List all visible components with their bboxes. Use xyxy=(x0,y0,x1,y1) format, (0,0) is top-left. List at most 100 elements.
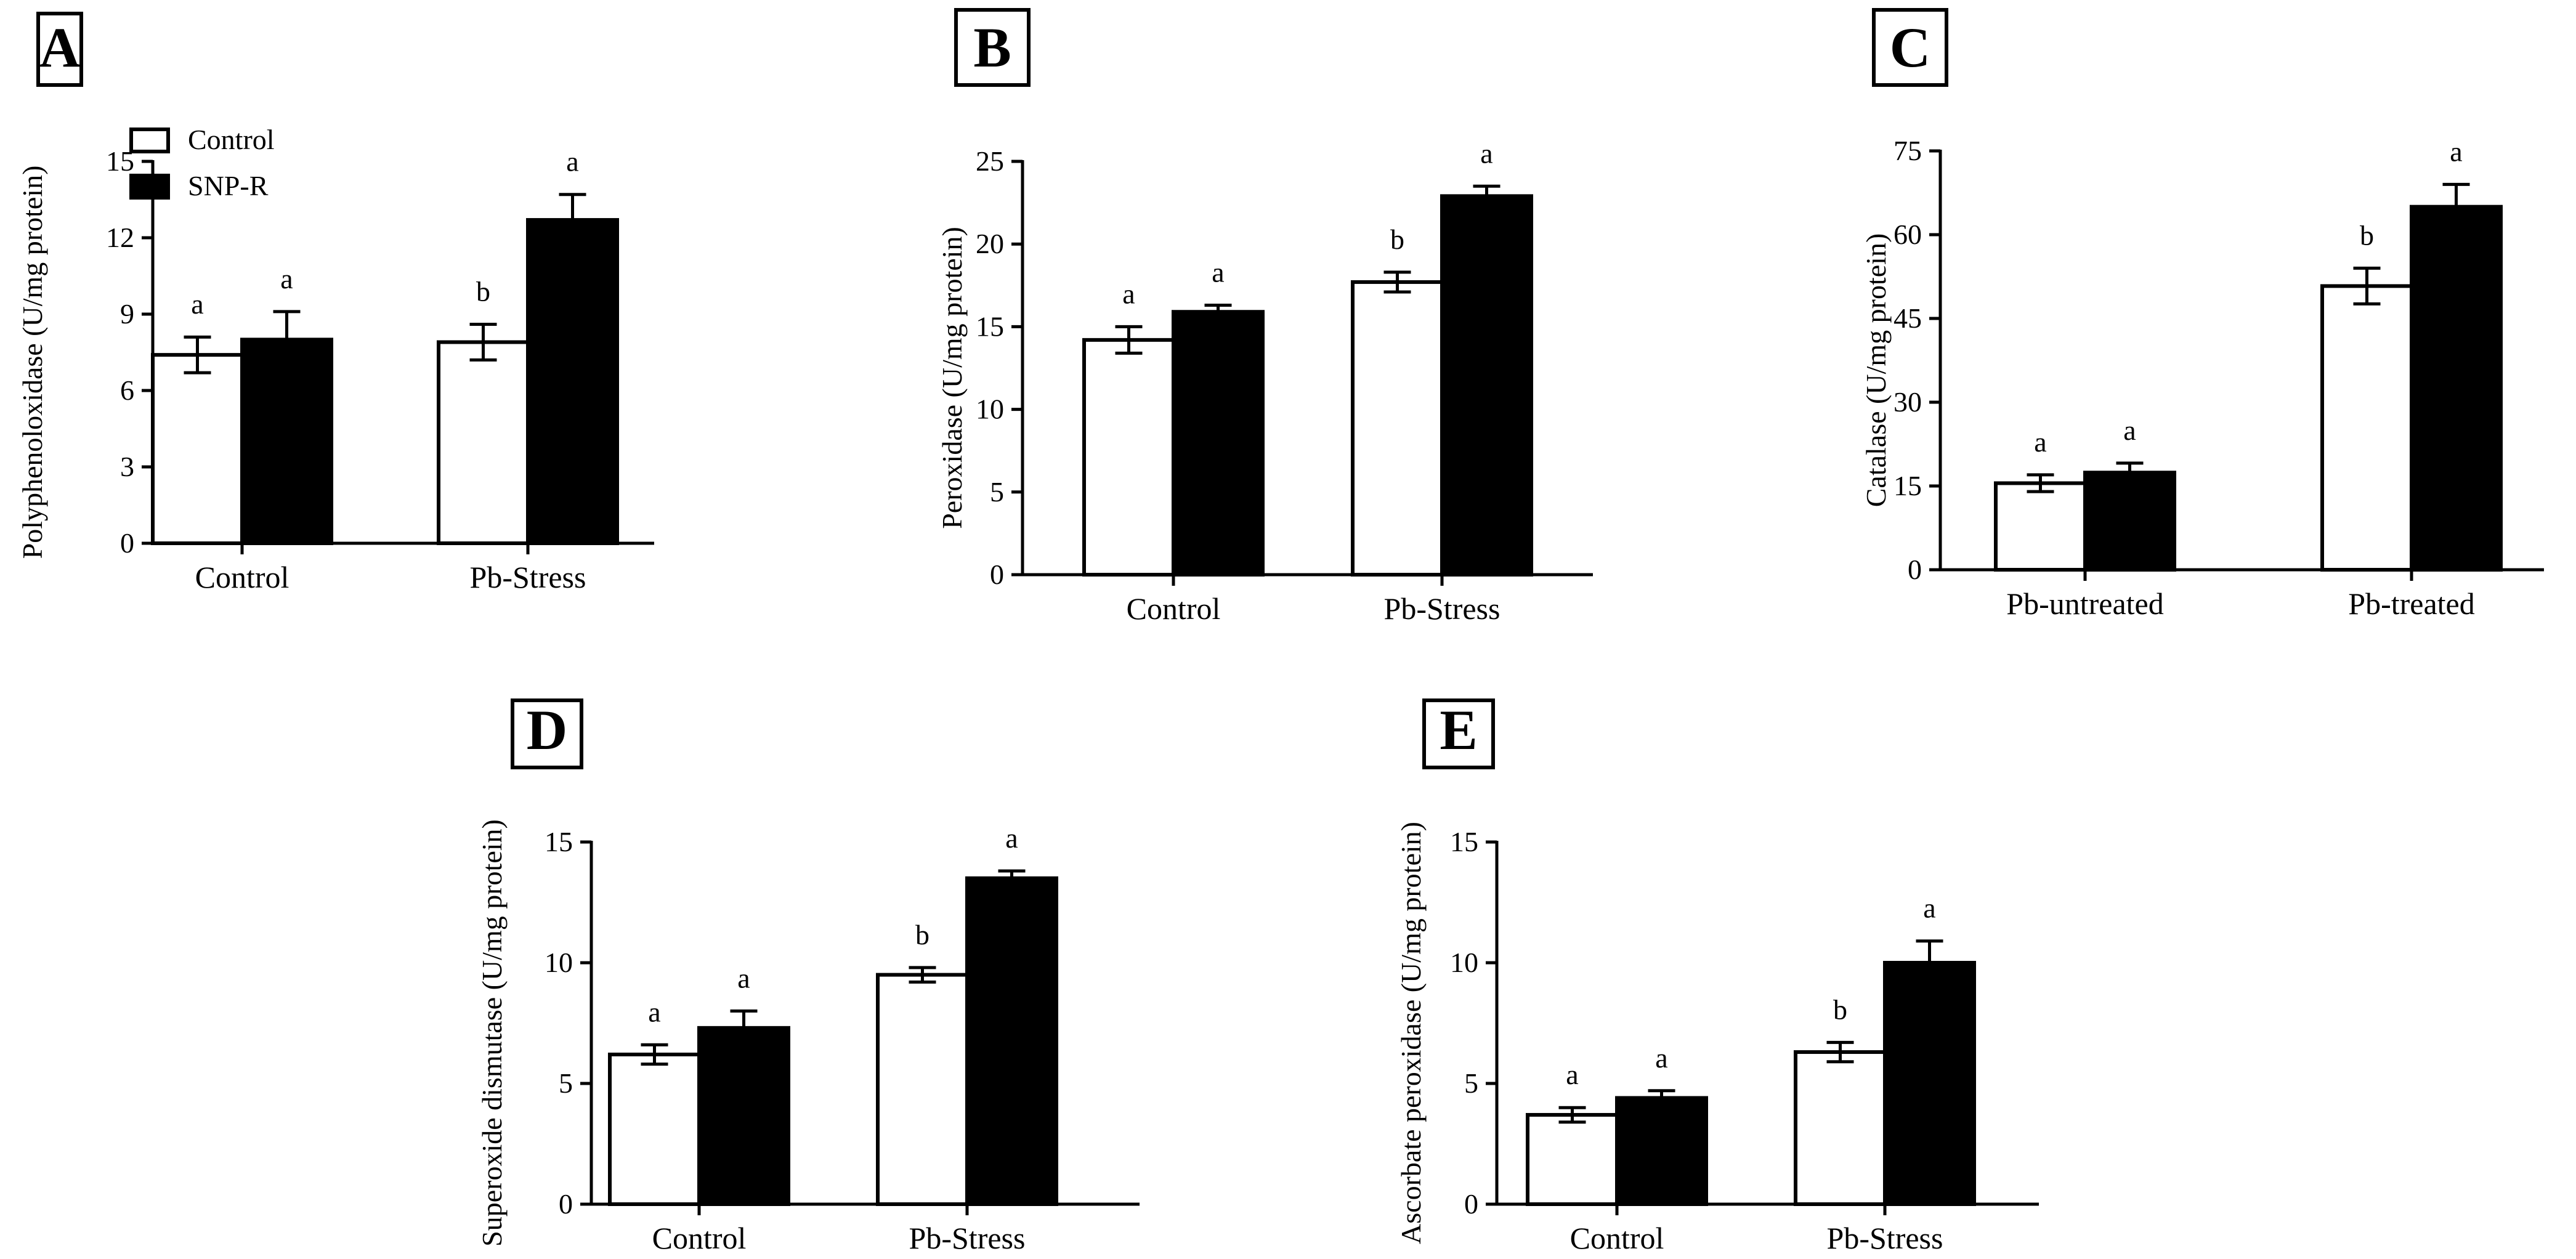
y-tick-label: 75 xyxy=(1894,135,1922,166)
significance-letter: a xyxy=(191,288,203,320)
significance-letter: a xyxy=(1566,1059,1578,1090)
y-tick-label: 0 xyxy=(120,527,134,559)
legend-label: Control xyxy=(188,124,275,155)
panel-letter-box xyxy=(954,8,1031,87)
x-category-label: Pb-treated xyxy=(2348,586,2474,621)
bar-snp-r-control xyxy=(1615,1096,1708,1207)
significance-letter: a xyxy=(1122,278,1135,309)
panel-letter-box xyxy=(1872,8,1948,87)
x-category-label: Pb-untreated xyxy=(2006,586,2163,621)
significance-letter: a xyxy=(1005,822,1018,854)
x-category-label: Control xyxy=(652,1221,747,1255)
bar-control-pb-stress xyxy=(1351,280,1444,577)
x-category-label: Control xyxy=(195,560,290,594)
panel-letter: D xyxy=(527,698,567,761)
y-axis-label: Ascorbate peroxidase (U/mg protein) xyxy=(1395,822,1427,1244)
significance-letter: a xyxy=(1923,893,1935,924)
y-axis-label: Catalase (U/mg protein) xyxy=(1860,233,1892,508)
bar-control-pb-untreated xyxy=(1994,481,2087,572)
panel-c: C 0 15 30 45 60 75 Catalase (U/mg protein) a a Pb-… xyxy=(1860,8,2544,621)
y-tick-label: 10 xyxy=(1450,947,1478,978)
significance-letter: a xyxy=(2034,426,2046,458)
y-tick-label: 6 xyxy=(120,374,134,406)
y-tick-label: 0 xyxy=(1464,1188,1478,1220)
bar-snp-r-pb-stress xyxy=(1883,961,1976,1206)
significance-letter: a xyxy=(1212,257,1224,288)
panel-letter-box xyxy=(1422,698,1495,769)
y-tick-label: 45 xyxy=(1894,302,1922,334)
significance-letter: a xyxy=(2450,136,2462,167)
bar-snp-r-pb-stress xyxy=(1440,194,1533,577)
y-tick-label: 3 xyxy=(120,451,134,482)
significance-letter: a xyxy=(2123,415,2136,446)
bar-control-control xyxy=(1082,338,1175,577)
y-tick-label: 20 xyxy=(976,228,1004,259)
bar-control-pb-stress xyxy=(1794,1050,1887,1207)
bar-snp-r-pb-treated xyxy=(2410,204,2503,572)
bar-snp-r-pb-stress xyxy=(526,218,619,546)
panel-letter-box xyxy=(511,698,583,769)
panel-letter-box xyxy=(36,12,83,87)
legend-swatch-snp-r xyxy=(129,174,170,200)
y-tick-label: 15 xyxy=(1450,826,1478,857)
legend-label: SNP-R xyxy=(188,170,269,201)
x-category-label: Pb-Stress xyxy=(470,560,586,594)
y-tick-label: 12 xyxy=(106,222,134,253)
y-axis-label: Peroxidase (U/mg protein) xyxy=(936,227,968,529)
bar-snp-r-control xyxy=(697,1026,790,1206)
legend-swatch-control xyxy=(129,128,170,153)
panel-b: B 0 5 10 15 20 25 Peroxidase (U/mg protein) a a Co… xyxy=(936,8,1593,626)
y-tick-label: 10 xyxy=(976,394,1004,425)
x-category-label: Control xyxy=(1570,1221,1664,1255)
panel-letter: C xyxy=(1890,16,1930,79)
significance-letter: a xyxy=(648,996,660,1027)
bar-control-pb-stress xyxy=(876,973,969,1206)
significance-letter: a xyxy=(1480,137,1493,169)
y-tick-label: 10 xyxy=(545,947,573,978)
significance-letter: b xyxy=(1833,994,1847,1025)
x-category-label: Control xyxy=(1127,591,1221,626)
legend: Control SNP-R xyxy=(129,124,275,201)
y-tick-label: 9 xyxy=(120,298,134,330)
y-axis-label: Superoxide dismutase (U/mg protein) xyxy=(476,819,508,1247)
y-tick-label: 0 xyxy=(990,559,1004,590)
y-tick-label: 5 xyxy=(1464,1067,1478,1099)
x-category-label: Pb-Stress xyxy=(1827,1221,1943,1255)
y-tick-label: 25 xyxy=(976,145,1004,177)
significance-letter: b xyxy=(2360,219,2374,251)
x-category-label: Pb-Stress xyxy=(1384,591,1501,626)
bar-snp-r-control xyxy=(1172,310,1265,577)
bar-snp-r-pb-stress xyxy=(965,876,1058,1207)
bar-snp-r-control xyxy=(240,338,333,545)
bar-control-control xyxy=(608,1052,701,1206)
x-category-label: Pb-Stress xyxy=(909,1221,1026,1255)
y-tick-label: 15 xyxy=(545,826,573,857)
y-tick-label: 15 xyxy=(976,310,1004,342)
bar-snp-r-pb-untreated xyxy=(2083,471,2176,572)
y-tick-label: 15 xyxy=(1894,470,1922,501)
bar-control-pb-stress xyxy=(437,340,530,545)
y-axis-label: Polyphenoloxidase (U/mg protein) xyxy=(17,166,48,559)
significance-letter: a xyxy=(566,146,578,177)
panel-letter: A xyxy=(39,16,80,79)
significance-letter: a xyxy=(737,962,750,994)
panel-e: E 0 5 10 15 Ascorbate peroxidase (U/mg protei… xyxy=(1395,698,2039,1255)
significance-letter: b xyxy=(476,276,490,307)
significance-letter: a xyxy=(280,263,293,294)
significance-letter: b xyxy=(1390,224,1404,255)
significance-letter: a xyxy=(1655,1042,1667,1074)
panel-letter: E xyxy=(1440,698,1477,761)
bar-control-control xyxy=(1526,1112,1619,1206)
bar-control-pb-treated xyxy=(2320,284,2413,572)
y-tick-label: 5 xyxy=(559,1067,573,1099)
y-tick-label: 30 xyxy=(1894,386,1922,418)
significance-letter: b xyxy=(915,919,930,950)
y-tick-label: 5 xyxy=(990,476,1004,508)
y-tick-label: 0 xyxy=(1908,554,1922,585)
bar-control-control xyxy=(151,353,244,546)
y-tick-label: 0 xyxy=(559,1188,573,1220)
y-tick-label: 60 xyxy=(1894,219,1922,250)
panel-d: D 0 5 10 15 Superoxide dismutase (U/mg protei… xyxy=(476,698,1140,1255)
